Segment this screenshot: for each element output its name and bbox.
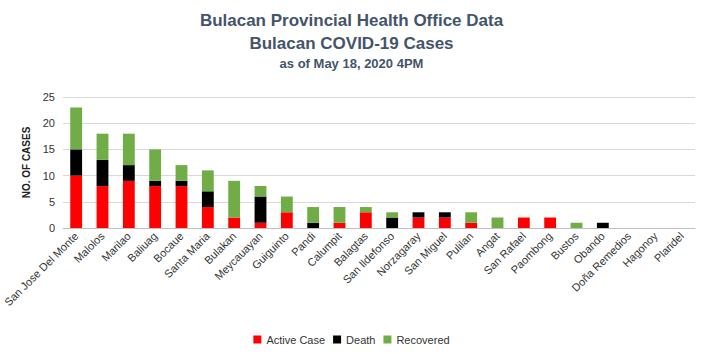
svg-text:Baliuag: Baliuag <box>125 229 160 265</box>
svg-text:Santa Maria: Santa Maria <box>161 229 213 281</box>
svg-text:Paombong: Paombong <box>508 230 554 276</box>
svg-text:Hagonoy: Hagonoy <box>620 229 660 269</box>
svg-text:Pulilan: Pulilan <box>444 230 476 262</box>
svg-text:San Jose Del Monte: San Jose Del Monte <box>2 230 80 308</box>
svg-text:Active Case: Active Case <box>266 334 325 346</box>
svg-text:Balagtas: Balagtas <box>331 229 371 269</box>
svg-text:Obando: Obando <box>570 229 608 266</box>
svg-text:Guiguinto: Guiguinto <box>249 230 291 272</box>
svg-text:NO. OF CASES: NO. OF CASES <box>21 126 32 198</box>
svg-text:Bulacan COVID-19 Cases: Bulacan COVID-19 Cases <box>249 34 453 53</box>
svg-text:Death: Death <box>346 334 375 346</box>
svg-text:0: 0 <box>49 222 55 234</box>
svg-text:Calumpit: Calumpit <box>304 229 344 269</box>
svg-text:Malolos: Malolos <box>71 229 107 265</box>
svg-text:Bulacan Provincial Health Offi: Bulacan Provincial Health Office Data <box>200 11 504 30</box>
svg-text:5: 5 <box>49 196 55 208</box>
svg-text:Pandi: Pandi <box>289 229 318 259</box>
svg-text:as of May 18, 2020 4PM: as of May 18, 2020 4PM <box>280 56 424 71</box>
svg-text:Angat: Angat <box>473 229 502 259</box>
svg-text:20: 20 <box>43 117 55 129</box>
svg-text:Bulakan: Bulakan <box>201 229 239 267</box>
svg-text:San Ildefonso: San Ildefonso <box>340 229 397 286</box>
svg-text:15: 15 <box>43 143 55 155</box>
svg-text:San Rafael: San Rafael <box>481 229 529 277</box>
svg-text:Doña Remedios: Doña Remedios <box>569 229 634 294</box>
svg-text:25: 25 <box>43 91 55 103</box>
svg-text:San Miguel: San Miguel <box>402 230 449 277</box>
svg-text:Meycauayan: Meycauayan <box>212 229 265 283</box>
svg-text:10: 10 <box>43 170 55 182</box>
svg-text:Marilao: Marilao <box>99 229 134 264</box>
svg-text:Bustos: Bustos <box>548 229 581 262</box>
svg-text:Norzagaray: Norzagaray <box>374 229 423 279</box>
svg-text:Plaridel: Plaridel <box>652 230 686 264</box>
svg-text:Bocaue: Bocaue <box>150 229 186 265</box>
svg-text:Recovered: Recovered <box>396 334 449 346</box>
